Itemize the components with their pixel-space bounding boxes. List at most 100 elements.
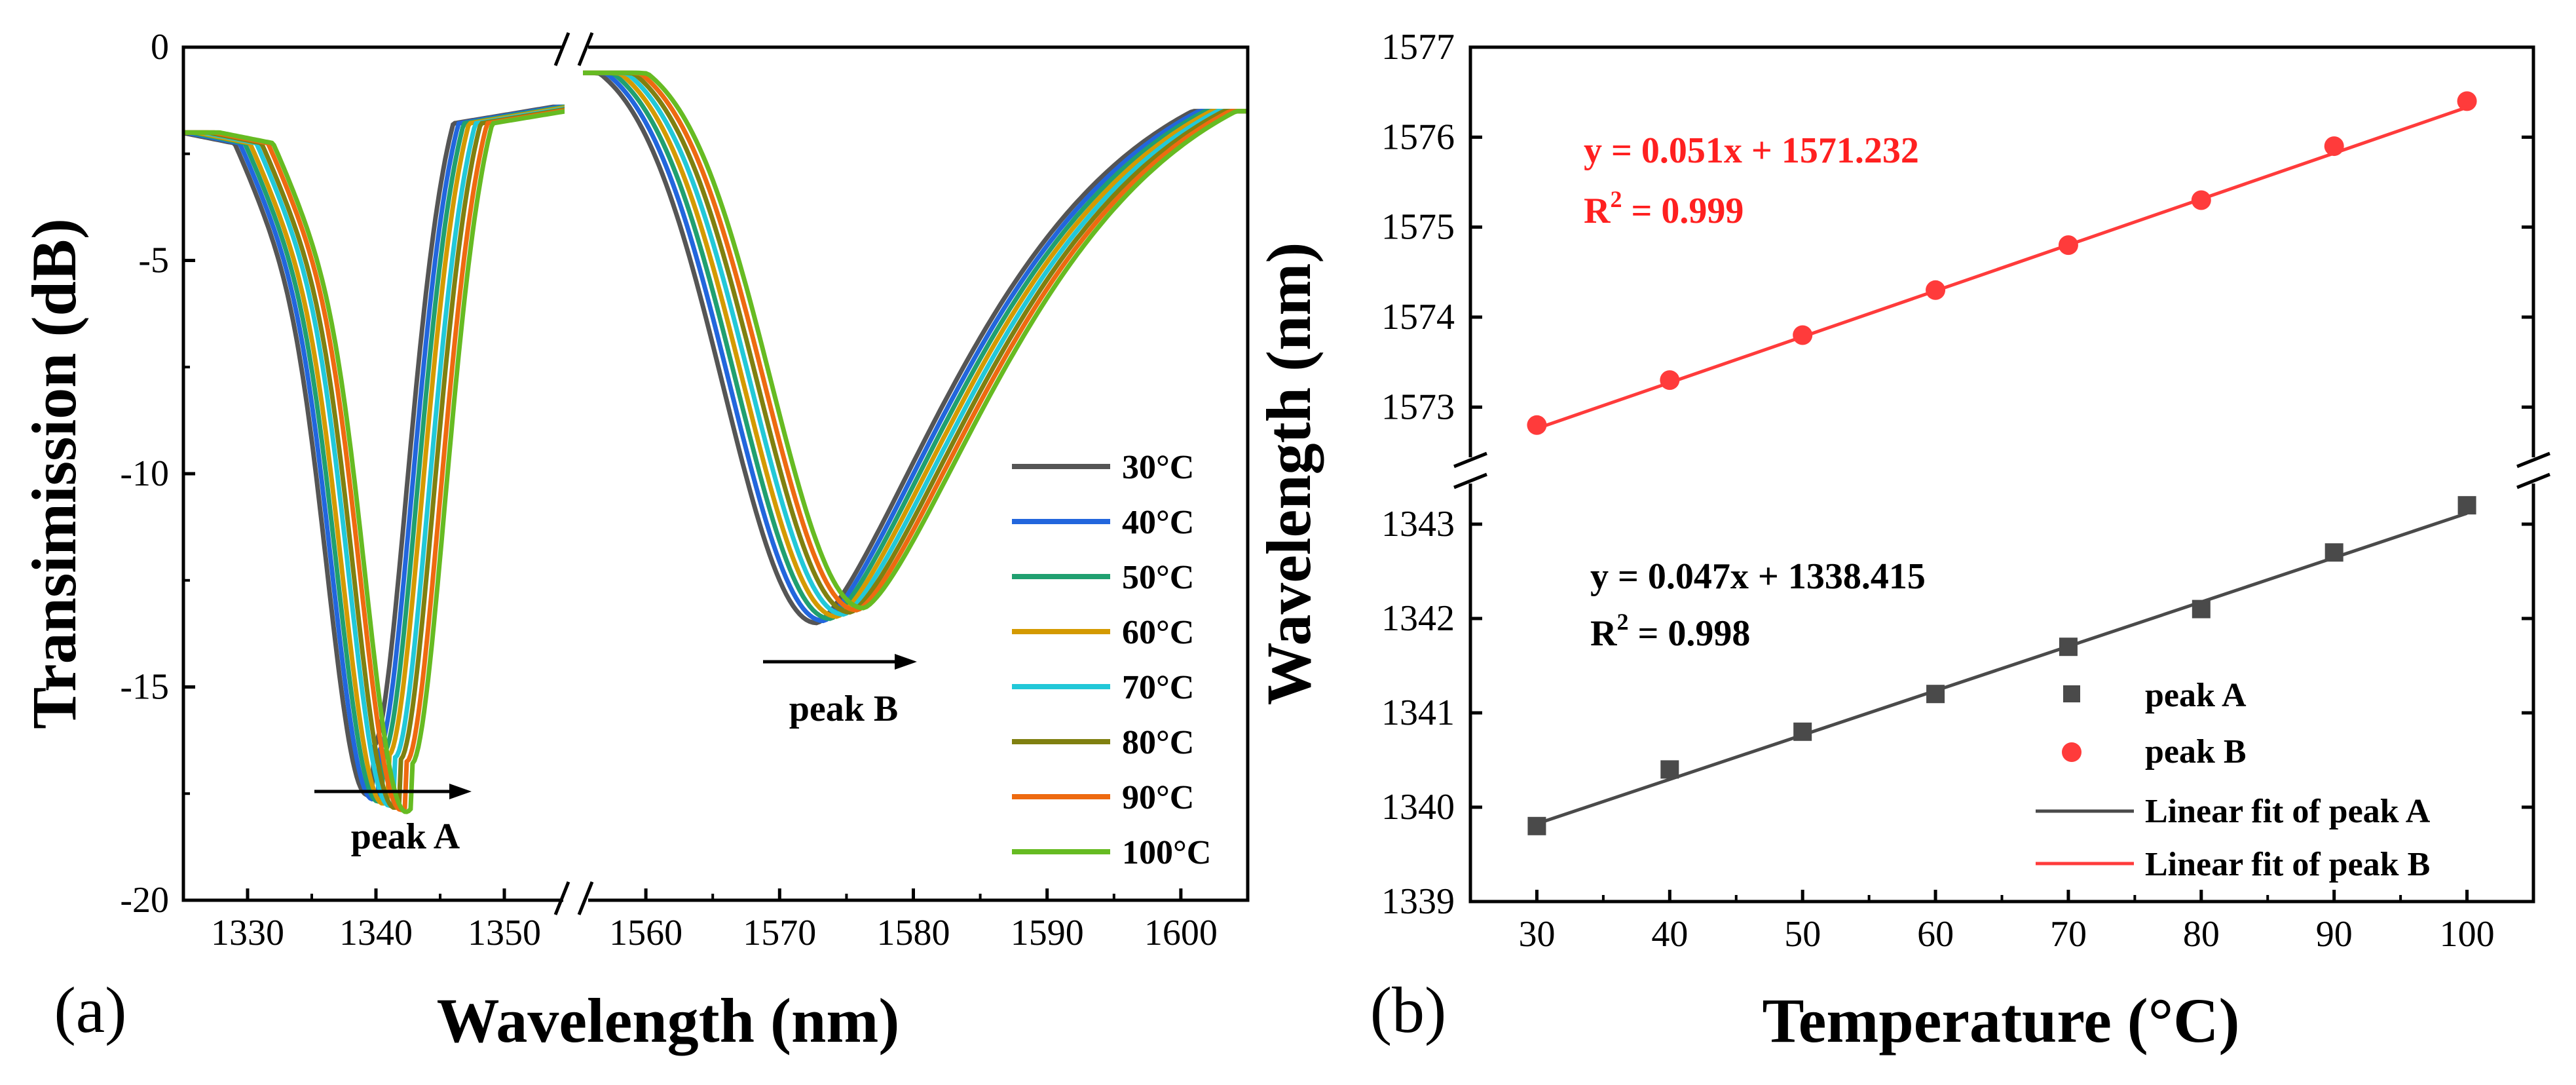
x-tick-label-a: 1350 — [468, 913, 541, 953]
x-tick-label-b: 60 — [1917, 914, 1954, 955]
point-peak-a — [1660, 760, 1679, 779]
data-points — [1527, 91, 2477, 835]
y-tick-label-b: 1341 — [1381, 693, 1455, 733]
y-tick-label-a: -10 — [120, 453, 169, 494]
x-tick-label-a: 1580 — [877, 913, 950, 953]
legend-label-fit-b: Linear fit of peak B — [2145, 846, 2430, 883]
x-tick-label-b: 100 — [2440, 914, 2495, 955]
x-axis-title-b: Temperature (°C) — [1763, 985, 2240, 1056]
spectra-curves — [183, 70, 1248, 814]
y-tick-label-a: -15 — [120, 667, 169, 708]
point-peak-a — [1926, 685, 1945, 704]
x-tick-label-b: 90 — [2316, 914, 2353, 955]
point-peak-b — [1793, 325, 1813, 345]
legend-label-90°C: 90°C — [1122, 779, 1194, 816]
eq-b-line1: y = 0.051x + 1571.232 — [1584, 130, 1919, 171]
legend-label-50°C: 50°C — [1122, 559, 1194, 596]
x-tick-label-a: 1330 — [211, 913, 284, 953]
eq-b-r2-rest: = 0.999 — [1622, 191, 1744, 231]
eq-b-r2: R2 = 0.999 — [1584, 186, 1744, 231]
y-tick-label-a: 0 — [151, 27, 169, 67]
legend-label-40°C: 40°C — [1122, 504, 1194, 541]
legend-a: 30°C 40°C 50°C 60°C 70°C 80°C 90°C 100°C — [1012, 449, 1211, 871]
legend-label-70°C: 70°C — [1122, 669, 1194, 706]
point-peak-a — [2059, 638, 2078, 657]
eq-a-line1: y = 0.047x + 1338.415 — [1590, 556, 1926, 597]
point-peak-b — [2457, 91, 2477, 111]
panel-b-label: (b) — [1370, 974, 1447, 1046]
eq-b-r2-sup: 2 — [1610, 186, 1622, 212]
x-tick-label-a: 1340 — [339, 913, 413, 953]
x-ticks-b: 30 40 50 60 70 80 90 100 — [1518, 890, 2495, 955]
eq-a-r2-rest: = 0.998 — [1628, 613, 1750, 654]
y-tick-label-b: 1573 — [1381, 387, 1455, 427]
x-tick-label-b: 50 — [1784, 914, 1821, 955]
y-tick-label-b: 1340 — [1381, 787, 1455, 828]
x-ticks-a: 1330 1340 1350 1560 1570 1580 1590 1600 — [211, 888, 1218, 953]
x-tick-label-a: 1600 — [1144, 913, 1218, 953]
panel-a: 1330 1340 1350 1560 1570 1580 1590 1600 0 -5 -10 -… — [19, 27, 1250, 1056]
peak-a-label: peak A — [351, 816, 460, 857]
axis-break-marks-b — [1453, 451, 2550, 489]
fit-line-peak-b — [1536, 105, 2468, 430]
x-tick-label-b: 80 — [2183, 914, 2220, 955]
y-tick-label-b: 1575 — [1381, 207, 1455, 248]
spectrum-right-60°C — [583, 70, 1248, 619]
legend-label-peak-b: peak B — [2145, 733, 2247, 771]
legend-label-80°C: 80°C — [1122, 724, 1194, 761]
fit-line-peak-a — [1536, 512, 2468, 826]
eq-a-r2-sup: 2 — [1616, 609, 1628, 635]
spectrum-right-70°C — [583, 70, 1248, 617]
panel-b: 30 40 50 60 70 80 90 100 1339 1340 1341 1342 1343 15… — [1254, 27, 2550, 1056]
y-tick-label-b: 1576 — [1381, 117, 1455, 157]
x-tick-label-a: 1570 — [743, 913, 816, 953]
spectrum-right-100°C — [583, 70, 1248, 611]
y-tick-label-b: 1574 — [1381, 297, 1455, 337]
y-tick-label-b: 1343 — [1381, 504, 1455, 544]
peak-b-arrow — [763, 654, 917, 670]
y-tick-label-b: 1577 — [1381, 27, 1455, 67]
point-peak-b — [1926, 280, 1946, 300]
panel-b-frame — [1468, 45, 2535, 904]
x-tick-label-b: 40 — [1651, 914, 1688, 955]
point-peak-a — [1527, 816, 1546, 835]
point-peak-b — [2058, 235, 2078, 256]
legend-label-peak-a: peak A — [2145, 677, 2247, 714]
fit-lines — [1536, 105, 2468, 826]
legend-marker-peak-a — [2063, 685, 2080, 702]
y-tick-label-a: -20 — [120, 880, 169, 921]
eq-b-r2-prefix: R — [1584, 191, 1611, 231]
eq-a-r2-prefix: R — [1590, 613, 1617, 654]
point-peak-a — [2457, 496, 2476, 515]
y-ticks-a: 0 -5 -10 -15 -20 — [120, 27, 195, 921]
legend-label-30°C: 30°C — [1122, 449, 1194, 486]
point-peak-a — [2192, 600, 2211, 619]
panel-a-label: (a) — [54, 974, 127, 1046]
x-axis-title-a: Wavelength (nm) — [437, 985, 900, 1056]
legend-label-fit-a: Linear fit of peak A — [2145, 793, 2431, 830]
legend-b: peak A peak B Linear fit of peak A Linea… — [2036, 677, 2431, 883]
spectrum-right-80°C — [583, 70, 1248, 615]
spectrum-left-100°C — [183, 109, 565, 814]
x-tick-label-b: 30 — [1518, 914, 1555, 955]
legend-label-100°C: 100°C — [1122, 834, 1211, 871]
point-peak-a — [1793, 722, 1812, 741]
peak-a-arrow — [314, 784, 472, 799]
spectrum-right-30°C — [583, 70, 1248, 626]
spectrum-right-40°C — [583, 70, 1248, 624]
legend-marker-peak-b — [2062, 742, 2081, 762]
spectrum-left-90°C — [183, 108, 565, 812]
y-tick-label-b: 1342 — [1381, 598, 1455, 639]
spectrum-right-90°C — [583, 70, 1248, 613]
axis-break-marks-a — [553, 32, 594, 915]
y-axis-title-a: Transimission (dB) — [19, 218, 89, 729]
point-peak-b — [2191, 190, 2211, 210]
y-axis-title-b: Wavelength (nm) — [1254, 242, 1324, 706]
point-peak-a — [2324, 543, 2343, 562]
y-tick-label-b: 1339 — [1381, 881, 1455, 922]
x-tick-label-a: 1590 — [1011, 913, 1084, 953]
point-peak-b — [1527, 415, 1547, 435]
legend-label-60°C: 60°C — [1122, 614, 1194, 651]
point-peak-b — [2324, 136, 2344, 157]
